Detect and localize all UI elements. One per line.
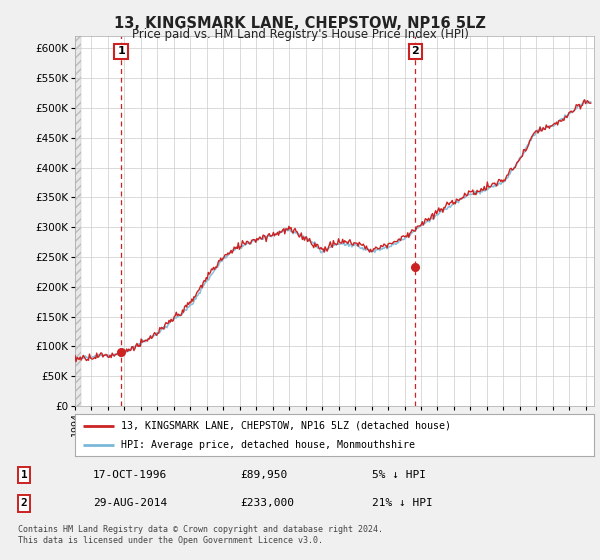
Text: 2: 2 (412, 46, 419, 57)
Text: 5% ↓ HPI: 5% ↓ HPI (372, 470, 426, 480)
Text: 13, KINGSMARK LANE, CHEPSTOW, NP16 5LZ: 13, KINGSMARK LANE, CHEPSTOW, NP16 5LZ (114, 16, 486, 31)
Text: 1: 1 (117, 46, 125, 57)
Text: £89,950: £89,950 (240, 470, 287, 480)
Text: HPI: Average price, detached house, Monmouthshire: HPI: Average price, detached house, Monm… (121, 440, 415, 450)
Text: Contains HM Land Registry data © Crown copyright and database right 2024.
This d: Contains HM Land Registry data © Crown c… (18, 525, 383, 545)
Text: 21% ↓ HPI: 21% ↓ HPI (372, 498, 433, 508)
Text: £233,000: £233,000 (240, 498, 294, 508)
Text: 29-AUG-2014: 29-AUG-2014 (93, 498, 167, 508)
Text: Price paid vs. HM Land Registry's House Price Index (HPI): Price paid vs. HM Land Registry's House … (131, 28, 469, 41)
Text: 13, KINGSMARK LANE, CHEPSTOW, NP16 5LZ (detached house): 13, KINGSMARK LANE, CHEPSTOW, NP16 5LZ (… (121, 421, 451, 431)
Text: 1: 1 (20, 470, 28, 480)
Text: 2: 2 (20, 498, 28, 508)
Text: 17-OCT-1996: 17-OCT-1996 (93, 470, 167, 480)
